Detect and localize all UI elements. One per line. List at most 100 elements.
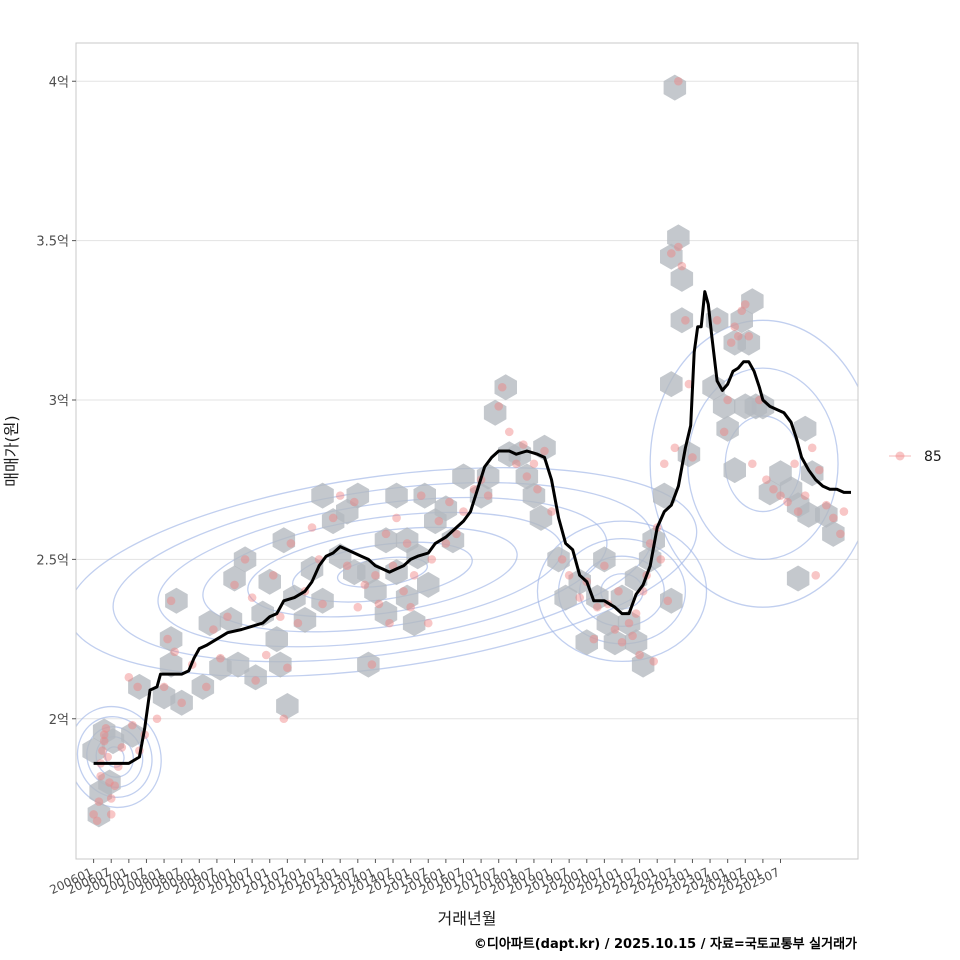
data-point <box>547 507 556 516</box>
data-point <box>128 720 137 730</box>
data-point <box>349 497 359 507</box>
data-point <box>152 714 162 724</box>
hexbin-cell <box>165 587 188 614</box>
hexbin-cell <box>82 737 105 764</box>
data-point <box>593 602 602 612</box>
data-point <box>659 459 669 469</box>
data-point <box>318 599 327 609</box>
data-point <box>522 472 532 481</box>
hexbin-cell <box>670 265 694 292</box>
hexbin-cell <box>452 463 475 490</box>
data-point <box>99 730 109 739</box>
hexbin-cell <box>793 415 817 442</box>
data-point <box>342 561 352 571</box>
data-point <box>406 602 415 612</box>
data-point <box>497 382 507 392</box>
data-point <box>674 76 683 86</box>
data-point <box>645 539 655 548</box>
data-point <box>94 797 104 806</box>
data-point <box>402 539 412 548</box>
hexbin-cell <box>702 374 725 401</box>
data-point <box>163 634 172 644</box>
data-point <box>726 338 736 347</box>
data-point <box>677 261 687 271</box>
hexbin-cell <box>522 482 546 509</box>
data-point <box>110 781 120 790</box>
data-point <box>328 513 338 523</box>
hexbin-cell <box>219 606 243 633</box>
data-point <box>836 529 845 539</box>
hexbin-cell <box>395 584 419 611</box>
hexbin-cell <box>663 74 687 101</box>
hexbin-cell <box>593 546 616 573</box>
hexbin-cell <box>226 651 250 678</box>
hexbin-cell <box>712 393 736 420</box>
hexbin-cell <box>417 571 440 598</box>
hexbin-cell <box>191 673 215 700</box>
data-point <box>423 618 433 628</box>
hexbin-cell <box>311 482 334 509</box>
data-point <box>286 539 296 548</box>
data-point <box>170 647 179 657</box>
hexbin-cell <box>98 769 121 796</box>
data-point <box>441 539 451 548</box>
data-point <box>807 443 817 453</box>
data-point <box>392 513 401 523</box>
data-point <box>712 316 722 325</box>
gridlines <box>76 80 858 720</box>
data-point <box>103 752 113 762</box>
data-point <box>589 634 599 644</box>
hexbin-cell <box>660 371 683 398</box>
hexbin-cell <box>751 393 775 420</box>
hexbin-cell <box>631 651 655 678</box>
hexbin-cell <box>258 568 281 595</box>
data-point <box>230 580 239 590</box>
density-contour <box>76 467 698 678</box>
hexbin-cell <box>723 457 746 484</box>
data-point <box>434 516 444 526</box>
data-point <box>251 676 260 685</box>
data-point <box>159 682 169 692</box>
hexbin-cell <box>364 578 387 605</box>
data-point <box>101 724 111 733</box>
data-point <box>381 529 391 539</box>
caption: ©디아파트(dapt.kr) / 2025.10.15 / 자료=국토교통부 실… <box>474 936 857 952</box>
hexbin-cell <box>660 243 683 270</box>
data-point <box>769 484 778 494</box>
hexbin-cell <box>233 546 257 573</box>
data-point <box>814 465 824 475</box>
hexbin-cell <box>716 415 739 442</box>
data-point <box>829 513 838 523</box>
density-contour <box>536 520 708 663</box>
data-point <box>247 593 257 602</box>
y-tick-label: 2.5억 <box>36 553 69 568</box>
data-point <box>656 555 666 564</box>
data-point <box>564 571 574 580</box>
legend-label: 85 <box>924 449 942 465</box>
density-contour <box>202 511 563 633</box>
hexbin-cell <box>244 664 267 691</box>
hexbin-cell <box>402 610 426 637</box>
hexbin-cell <box>128 673 151 700</box>
hexbin-cell <box>170 689 193 716</box>
data-point <box>494 402 504 411</box>
hexbin-cell <box>152 683 176 710</box>
hexbin-cell <box>223 565 246 592</box>
data-point <box>674 242 683 252</box>
data-point <box>416 491 426 500</box>
data-point <box>209 625 218 634</box>
y-tick-label: 3억 <box>49 394 69 409</box>
data-point <box>744 331 754 341</box>
data-point <box>533 484 542 494</box>
data-point <box>216 653 225 663</box>
data-point <box>202 682 211 692</box>
data-point <box>452 529 461 539</box>
hexbin-cell <box>311 587 334 614</box>
data-point <box>614 586 623 596</box>
hexbin-cell <box>159 651 183 678</box>
data-point <box>575 593 585 602</box>
plot-background <box>76 43 858 859</box>
hexbin-cell <box>670 307 694 334</box>
hexbin-cell <box>483 399 507 426</box>
hexbin-cell <box>660 587 683 614</box>
